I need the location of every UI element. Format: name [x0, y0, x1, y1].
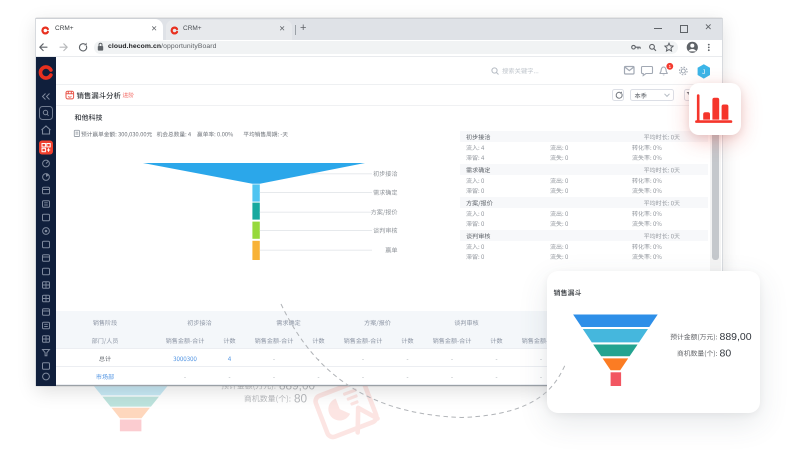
svg-text:80: 80: [294, 392, 308, 406]
